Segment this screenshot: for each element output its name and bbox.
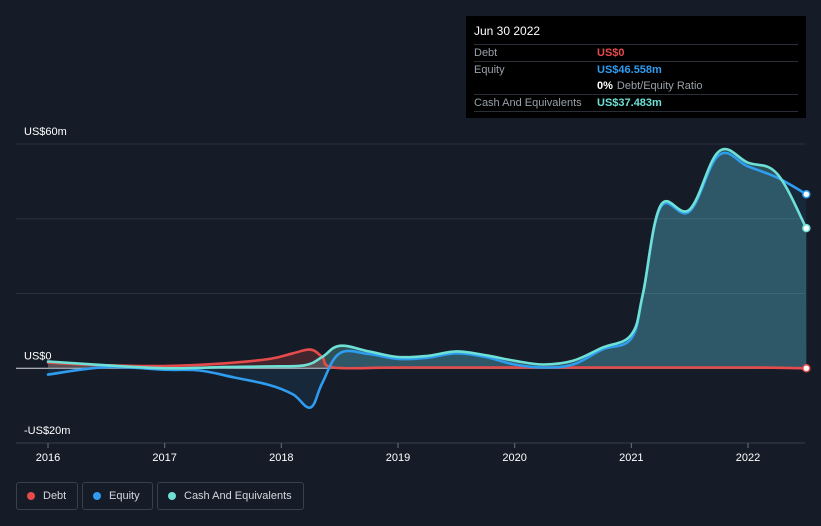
tooltip-debt-value: US$0 bbox=[597, 47, 625, 59]
area-equity bbox=[48, 152, 807, 408]
tooltip-row-debt: Debt US$0 bbox=[474, 44, 798, 61]
tooltip-ratio-label: Debt/Equity Ratio bbox=[616, 80, 703, 92]
equity-dot-icon bbox=[93, 492, 101, 500]
axis-ticks: US$60m US$0 -US$20m 2016 2017 2018 2019 2020 202… bbox=[24, 126, 760, 464]
tooltip-row-ratio: 0% Debt/Equity Ratio bbox=[474, 78, 798, 94]
x-tick-label: 2017 bbox=[152, 452, 176, 464]
x-tick-label: 2020 bbox=[502, 452, 526, 464]
tooltip-cash-label: Cash And Equivalents bbox=[474, 97, 582, 109]
tooltip-debt-label: Debt bbox=[474, 47, 498, 59]
legend-equity[interactable]: Equity bbox=[82, 482, 153, 510]
tooltip-date: Jun 30 2022 bbox=[474, 24, 541, 38]
tooltip-panel: Jun 30 2022 Debt US$0 Equity US$46.558m … bbox=[466, 16, 806, 118]
line-equity bbox=[46, 151, 808, 409]
area-debt bbox=[48, 349, 807, 369]
x-tick-label: 2016 bbox=[36, 452, 60, 464]
tooltip-row-cash: Cash And Equivalents US$37.483m bbox=[474, 94, 798, 112]
legend-cash[interactable]: Cash And Equivalents bbox=[157, 482, 304, 510]
line-cash bbox=[46, 147, 808, 370]
series-lines bbox=[46, 147, 808, 409]
end-marker-equity bbox=[802, 189, 811, 199]
tooltip-ratio-value: 0% bbox=[597, 80, 613, 92]
legend-equity-label: Equity bbox=[109, 490, 140, 502]
tooltip-cash-value: US$37.483m bbox=[597, 97, 662, 109]
legend-debt[interactable]: Debt bbox=[16, 482, 78, 510]
end-marker-debt bbox=[802, 364, 811, 373]
series-areas bbox=[48, 149, 807, 408]
tooltip-row-equity: Equity US$46.558m bbox=[474, 61, 798, 78]
y-tick-label: US$60m bbox=[24, 126, 67, 138]
y-tick-label: US$0 bbox=[24, 350, 52, 362]
x-tick-label: 2021 bbox=[619, 452, 643, 464]
legend-debt-label: Debt bbox=[43, 490, 67, 502]
y-tick-label: -US$20m bbox=[24, 425, 70, 437]
tooltip-equity-value: US$46.558m bbox=[597, 64, 662, 76]
end-marker-cash bbox=[802, 223, 811, 233]
x-tick-label: 2022 bbox=[736, 452, 760, 464]
x-tick-label: 2018 bbox=[269, 452, 293, 464]
debt-dot-icon bbox=[27, 492, 35, 500]
tooltip-equity-label: Equity bbox=[474, 64, 505, 76]
end-markers bbox=[802, 189, 811, 373]
area-cash bbox=[48, 149, 807, 369]
x-tick-label: 2019 bbox=[386, 452, 410, 464]
cash-dot-icon bbox=[168, 492, 176, 500]
legend-cash-label: Cash And Equivalents bbox=[184, 490, 292, 502]
